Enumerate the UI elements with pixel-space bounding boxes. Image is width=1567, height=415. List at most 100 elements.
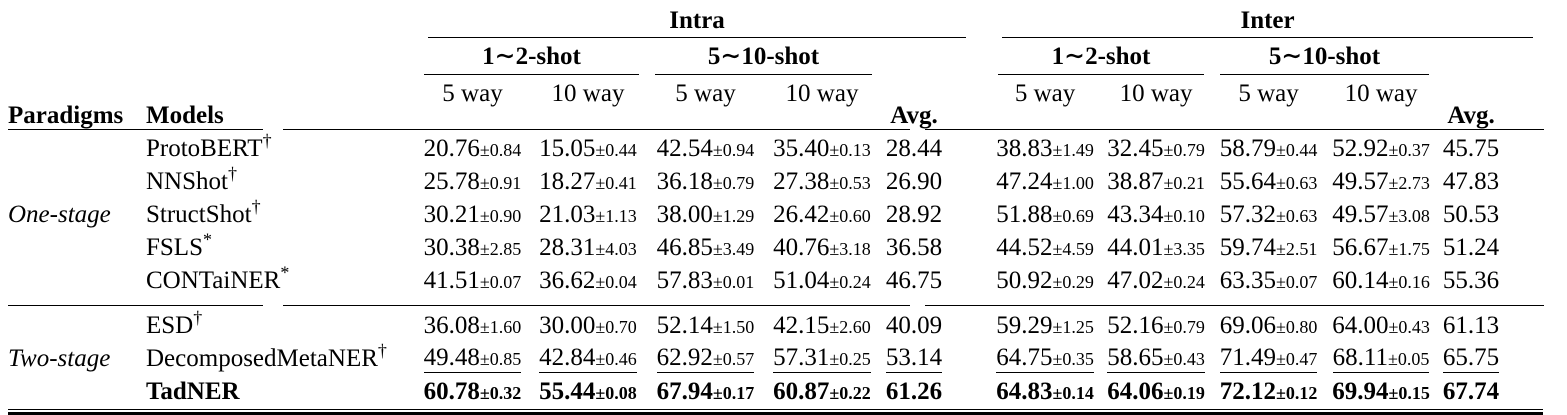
score-value: 55.36	[1442, 267, 1500, 294]
score-value: 42.15	[773, 312, 830, 339]
score-value: 40.76	[773, 234, 830, 261]
avg-cell: 47.83	[1437, 165, 1545, 198]
score-value: 59.74	[1219, 234, 1276, 261]
score-cell: 60.14±0.16	[1325, 264, 1437, 297]
score-value: 65.75	[1442, 343, 1500, 371]
score-std: ±0.22	[829, 383, 871, 403]
avg-cell: 36.58	[880, 231, 978, 264]
score-std: ±0.24	[1163, 272, 1205, 292]
score-cell: 49.57±2.73	[1325, 165, 1437, 198]
score-value: 69.06	[1219, 312, 1276, 339]
score-std: ±0.04	[595, 272, 637, 292]
score-std: ±0.53	[829, 173, 871, 193]
score-cell: 52.92±0.37	[1325, 132, 1437, 165]
score-value: 40.09	[885, 312, 943, 339]
score-value: 30.00	[539, 312, 596, 339]
score-value: 60.87	[773, 378, 830, 405]
score-cell: 38.87±0.21	[1100, 165, 1212, 198]
score-std: ±1.25	[1052, 317, 1094, 337]
score-std: ±0.10	[1163, 206, 1205, 226]
col-header-5-way: 5 way	[675, 80, 736, 107]
score-value: 62.92	[656, 343, 713, 371]
score-std: ±0.19	[1163, 383, 1205, 403]
score-cell: 20.76±0.84	[416, 132, 529, 165]
score-cell: 72.12±0.12	[1212, 375, 1325, 408]
model-text: TadNER	[146, 378, 240, 405]
paradigm-label-one-stage: One-stage	[8, 201, 111, 228]
score-std: ±0.14	[1052, 383, 1094, 403]
col-header-paradigms: Paradigms	[8, 102, 124, 129]
score-std: ±1.50	[712, 317, 755, 337]
score-std: ±1.60	[479, 317, 522, 337]
model-text: ProtoBERT	[146, 135, 263, 162]
score-value: 59.29	[996, 312, 1053, 339]
score-value: 36.08	[423, 312, 480, 339]
model-text: CONTaiNER	[146, 267, 281, 294]
score-std: ±2.60	[829, 317, 871, 337]
model-name: StructShot†	[144, 198, 416, 231]
score-cell: 35.40±0.13	[764, 132, 880, 165]
score-cell: 64.00±0.43	[1325, 309, 1437, 342]
spacer	[978, 375, 990, 408]
score-std: ±0.17	[712, 383, 755, 403]
score-value: 21.03	[539, 201, 596, 228]
score-value: 38.83	[996, 135, 1053, 162]
spacer	[978, 0, 990, 128]
score-value: 52.14	[656, 312, 713, 339]
score-cell: 51.04±0.24	[764, 264, 880, 297]
score-value: 47.02	[1107, 267, 1164, 294]
score-value: 42.84	[539, 343, 596, 371]
score-cell: 57.31±0.25	[764, 342, 880, 375]
score-cell: 36.08±1.60	[416, 309, 529, 342]
score-std: ±2.85	[479, 239, 522, 259]
score-cell: 55.44±0.08	[529, 375, 647, 408]
table-row: StructShot† 30.21±0.90 21.03±1.13 38.00±…	[6, 198, 1545, 231]
score-std: ±0.08	[595, 383, 637, 403]
score-cell: 27.38±0.53	[764, 165, 880, 198]
score-std: ±0.43	[1388, 317, 1430, 337]
score-value: 38.00	[656, 201, 713, 228]
model-name: CONTaiNER*	[144, 264, 416, 297]
score-std: ±0.12	[1275, 383, 1318, 403]
score-cell: 15.05±0.44	[529, 132, 647, 165]
rule-segment	[925, 304, 1544, 306]
score-cell: 25.78±0.91	[416, 165, 529, 198]
score-cell: 60.87±0.22	[764, 375, 880, 408]
score-value: 63.35	[1219, 267, 1276, 294]
score-cell: 30.21±0.90	[416, 198, 529, 231]
table-row: One-stage ProtoBERT† 20.76±0.84 15.05±0.…	[6, 130, 1545, 227]
score-cell: 67.94±0.17	[647, 375, 764, 408]
score-cell: 36.18±0.79	[647, 165, 764, 198]
score-cell: 41.51±0.07	[416, 264, 529, 297]
score-cell: 47.24±1.00	[990, 165, 1100, 198]
score-value: 20.76	[423, 135, 480, 162]
score-cell: 52.14±1.50	[647, 309, 764, 342]
intra-label: Intra	[669, 7, 725, 34]
score-value: 72.12	[1219, 378, 1276, 405]
model-text: NNShot	[146, 168, 228, 195]
header-row-shots: 1∼2-shot 5∼10-shot Avg. 1∼2-shot 5∼10-sh…	[6, 38, 1545, 128]
score-std: ±3.35	[1163, 239, 1205, 259]
col-header-10-way: 10 way	[1119, 80, 1193, 107]
score-std: ±1.13	[595, 206, 637, 226]
rule-segment	[8, 129, 263, 130]
score-std: ±0.43	[1163, 348, 1205, 369]
score-std: ±0.13	[829, 140, 871, 160]
score-value: 36.62	[539, 267, 596, 294]
score-std: ±3.18	[829, 239, 871, 259]
score-std: ±0.05	[1388, 348, 1430, 369]
score-value: 64.83	[996, 378, 1053, 405]
asterisk-mark: *	[202, 229, 212, 250]
score-std: ±1.29	[712, 206, 755, 226]
score-value: 58.79	[1219, 135, 1276, 162]
score-value: 28.92	[885, 201, 943, 228]
dagger-mark: †	[262, 130, 272, 151]
score-cell: 58.65±0.43	[1100, 342, 1212, 375]
score-value: 32.45	[1107, 135, 1164, 162]
inter-label: Inter	[1240, 7, 1295, 34]
score-value: 64.06	[1107, 378, 1164, 405]
col-header-inter: Inter	[990, 0, 1545, 38]
score-std: ±0.32	[479, 383, 522, 403]
avg-cell: 67.74	[1437, 375, 1545, 408]
